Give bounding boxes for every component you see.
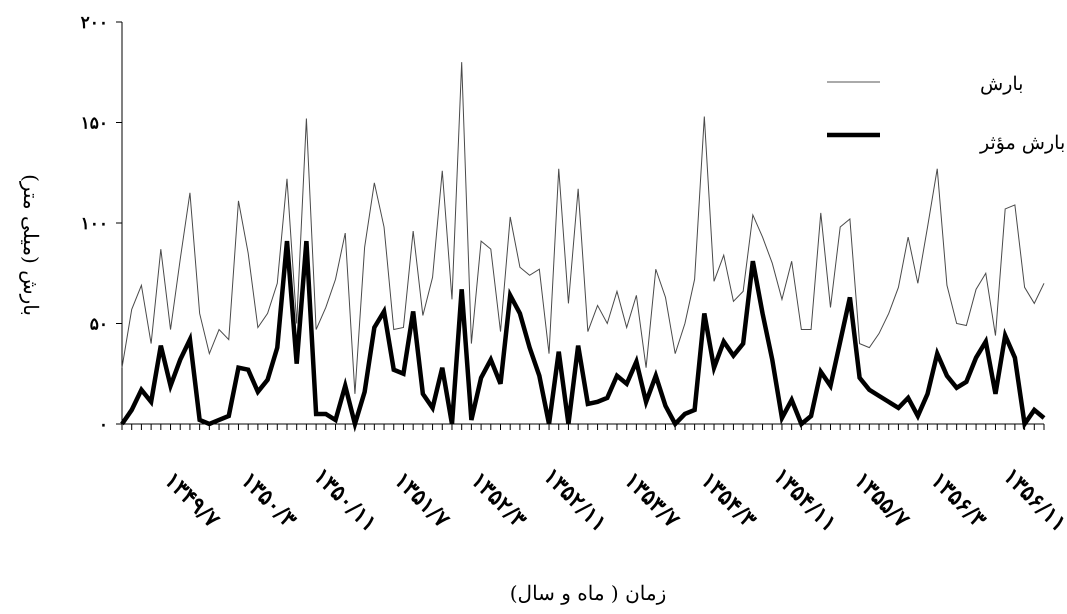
legend-label-effective-rainfall: بارش مؤثر (979, 132, 1065, 154)
y-axis-title: بارش (میلی متر) (19, 174, 43, 316)
x-tick-label: ۱۳۵۳/۷ (619, 467, 685, 533)
x-tick-label: ۱۳۵۶/۳ (925, 467, 991, 533)
x-tick-label: ۱۳۵۶/۱۱ (998, 463, 1067, 537)
x-tick-label: ۱۳۵۲/۱۱ (538, 463, 612, 537)
y-tick-labels: ۰ ۵۰ ۱۰۰ ۱۵۰ ۲۰۰ (81, 13, 108, 435)
x-tick-label: ۱۳۵۰/۱۱ (308, 463, 382, 537)
y-tick-label: ۰ (99, 415, 108, 435)
legend: بارش بارش مؤثر (827, 73, 1065, 154)
x-tick-label: ۱۳۵۵/۷ (849, 467, 915, 533)
series-layer (120, 62, 1046, 433)
y-tick-label: ۱۰۰ (81, 214, 108, 234)
x-tick-label: ۱۳۵۱/۷ (389, 467, 455, 533)
x-tick-label: ۱۳۵۲/۳ (466, 467, 532, 533)
x-tick-label: ۱۳۵۰/۳ (236, 467, 302, 533)
x-axis-title: زمان ( ماه و سال) (510, 581, 667, 605)
x-tick-label: ۱۳۴۹/۷ (159, 467, 225, 533)
series-line-rainfall (121, 62, 1045, 394)
y-tick-label: ۵۰ (90, 315, 108, 335)
x-tick-label: ۱۳۵۴/۱۱ (768, 463, 842, 537)
legend-label-rainfall: بارش (980, 73, 1023, 95)
x-tick-label: ۱۳۵۴/۳ (695, 467, 761, 533)
y-tick-label: ۱۵۰ (81, 114, 108, 134)
axes (116, 21, 1045, 430)
y-tick-label: ۲۰۰ (81, 13, 108, 33)
x-tick-labels: ۱۳۴۹/۷ ۱۳۵۰/۳ ۱۳۵۰/۱۱ ۱۳۵۱/۷ ۱۳۵۲/۳ ۱۳۵۲/۱۱ ۱۳… (159, 463, 1067, 537)
series-line-effective-rainfall (120, 240, 1046, 433)
